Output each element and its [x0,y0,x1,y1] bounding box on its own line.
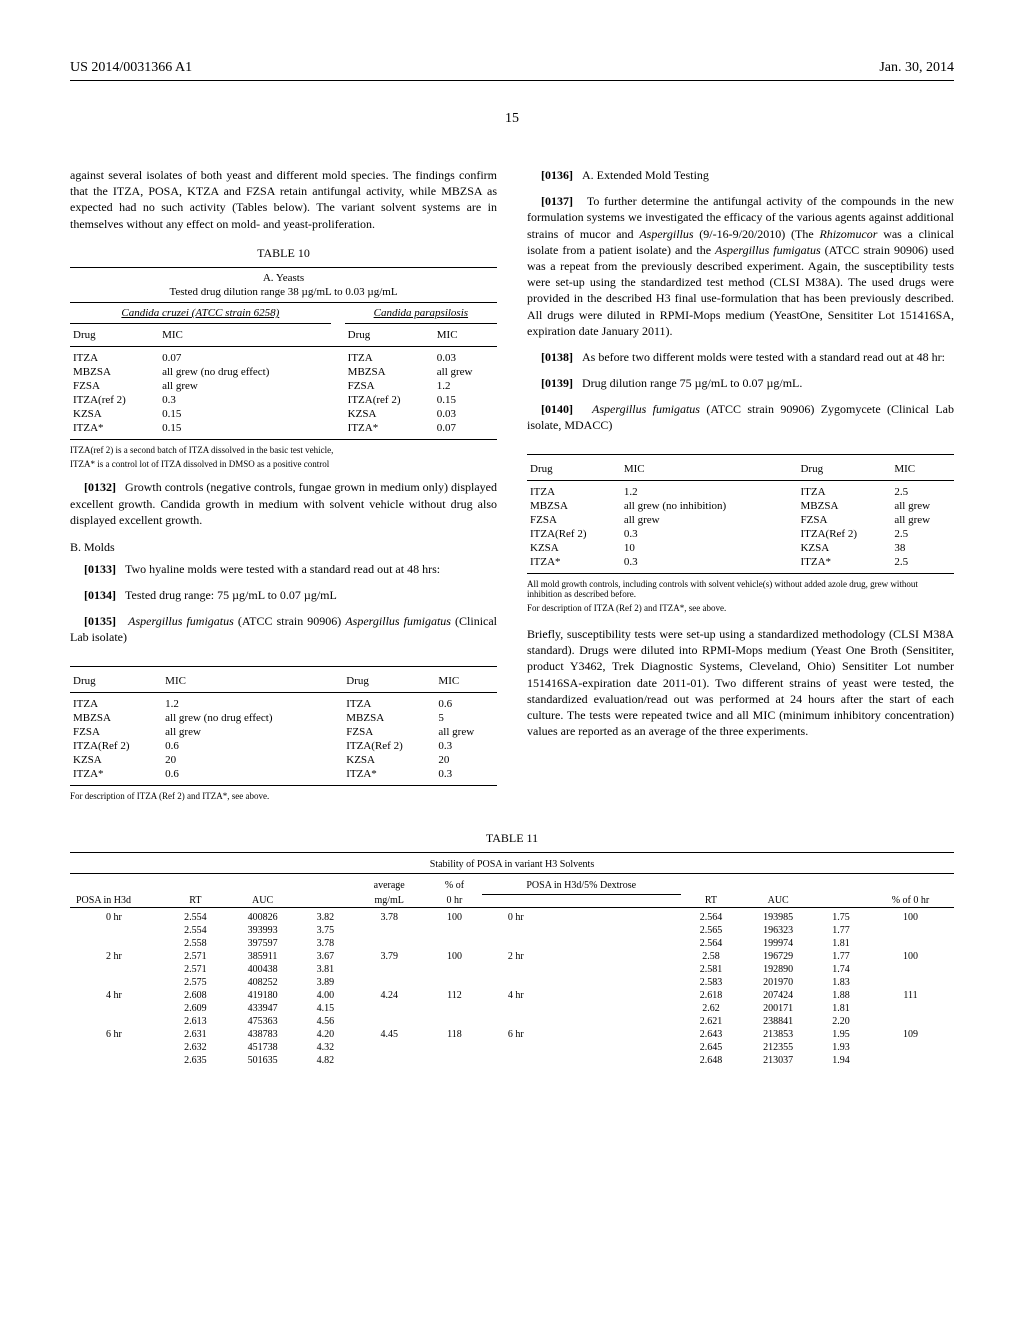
table-row: 2.5714004383.812.5811928901.74 [70,963,954,976]
page-header: US 2014/0031366 A1 Jan. 30, 2014 [70,60,954,81]
col-drug: Drug [797,458,891,481]
publication-number: US 2014/0031366 A1 [70,60,192,76]
publication-date: Jan. 30, 2014 [879,60,954,76]
table-row: 2.5583975973.782.5641999741.81 [70,937,954,950]
paragraph-0132: [0132] Growth controls (negative control… [70,479,497,528]
table-row: KZSA20KZSA20 [70,753,497,767]
table-row: KZSA0.15KZSA0.03 [70,407,497,421]
table-row: FZSAall grewFZSAall grew [70,725,497,739]
mold-table2-note2: For description of ITZA (Ref 2) and ITZA… [527,603,954,614]
table-row: ITZA*0.6ITZA*0.3 [70,767,497,781]
paragraph-0135: [0135] Aspergillus fumigatus (ATCC strai… [70,613,497,645]
mold-table2-note1: All mold growth controls, including cont… [527,579,954,601]
table10-cc-label: Candida cruzei (ATCC strain 6258) [121,307,279,319]
table-row: 2.6355016354.822.6482130371.94 [70,1054,954,1067]
table-row: MBZSAall grew (no inhibition)MBZSAall gr… [527,499,954,513]
table-row: MBZSAall grew (no drug effect)MBZSAall g… [70,365,497,379]
table-row: ITZA(ref 2)0.3ITZA(ref 2)0.15 [70,393,497,407]
col-mic: MIC [159,324,331,347]
table10-subtitle-a: A. Yeasts [70,271,497,285]
table10-note1: ITZA(ref 2) is a second batch of ITZA di… [70,445,497,456]
table11-label: TABLE 11 [70,831,954,846]
table-row: MBZSAall grew (no drug effect)MBZSA5 [70,711,497,725]
table-row: 2.6094339474.152.622001711.81 [70,1002,954,1015]
mold-table-note: For description of ITZA (Ref 2) and ITZA… [70,791,497,802]
table11: TABLE 11 Stability of POSA in variant H3… [70,831,954,1067]
table-row: FZSAall grewFZSA1.2 [70,379,497,393]
table10-cp-label: Candida parapsilosis [374,307,468,319]
table-row: ITZA1.2ITZA0.6 [70,693,497,712]
col-drug: Drug [70,670,162,693]
col-mic: MIC [621,458,784,481]
col-mic: MIC [435,670,497,693]
table-row: FZSAall grewFZSAall grew [527,513,954,527]
table10-range: Tested drug dilution range 38 µg/mL to 0… [70,285,497,303]
table-row: 2.5543939933.752.5651963231.77 [70,924,954,937]
paragraph-0133: [0133] Two hyaline molds were tested wit… [70,561,497,577]
mold-table-2: Drug MIC Drug MIC ITZA1.2ITZA2.5MBZSAall… [527,454,954,614]
col-mic: MIC [434,324,497,347]
paragraph-0139: [0139] Drug dilution range 75 µg/mL to 0… [527,375,954,391]
paragraph-0138: [0138] As before two different molds wer… [527,349,954,365]
table-row: ITZA0.07ITZA0.03 [70,347,497,366]
col-mic: MIC [162,670,329,693]
table-row: ITZA*0.3ITZA*2.5 [527,555,954,569]
table11-title: Stability of POSA in variant H3 Solvents [70,856,954,874]
table-row: ITZA(Ref 2)0.6ITZA(Ref 2)0.3 [70,739,497,753]
table-row: 2.5754082523.892.5832019701.83 [70,976,954,989]
left-column: against several isolates of both yeast a… [70,167,497,811]
table-row: KZSA10KZSA38 [527,541,954,555]
table-row: 6 hr2.6314387834.204.451186 hr2.64321385… [70,1028,954,1041]
page-number: 15 [70,111,954,127]
table-row: 4 hr2.6084191804.004.241124 hr2.61820742… [70,989,954,1002]
paragraph-0140: [0140] Aspergillus fumigatus (ATCC strai… [527,401,954,433]
table-row: ITZA*0.15ITZA*0.07 [70,421,497,435]
col-drug: Drug [527,458,621,481]
table-row: 2.6324517384.322.6452123551.93 [70,1041,954,1054]
mold-table-1: Drug MIC Drug MIC ITZA1.2ITZA0.6MBZSAall… [70,666,497,802]
table10: A. Yeasts Tested drug dilution range 38 … [70,267,497,470]
table-row: 2 hr2.5713859113.673.791002 hr2.58196729… [70,950,954,963]
paragraph-0134: [0134] Tested drug range: 75 µg/mL to 0.… [70,587,497,603]
col-drug: Drug [70,324,159,347]
col-drug: Drug [345,324,434,347]
table10-note2: ITZA* is a control lot of ITZA dissolved… [70,459,497,470]
table-row: 0 hr2.5544008263.823.781000 hr2.56419398… [70,908,954,925]
table-row: ITZA(Ref 2)0.3ITZA(Ref 2)2.5 [527,527,954,541]
col-drug: Drug [343,670,435,693]
paragraph-0136: [0136] A. Extended Mold Testing [527,167,954,183]
table-row: 2.6134753634.562.6212388412.20 [70,1015,954,1028]
briefly-paragraph: Briefly, susceptibility tests were set-u… [527,626,954,739]
section-b-molds: B. Molds [70,540,497,555]
paragraph-0137: [0137] To further determine the antifung… [527,193,954,339]
table-row: ITZA1.2ITZA2.5 [527,481,954,500]
intro-paragraph: against several isolates of both yeast a… [70,167,497,232]
col-mic: MIC [891,458,954,481]
right-column: [0136] A. Extended Mold Testing [0137] T… [527,167,954,811]
table10-label: TABLE 10 [70,246,497,261]
